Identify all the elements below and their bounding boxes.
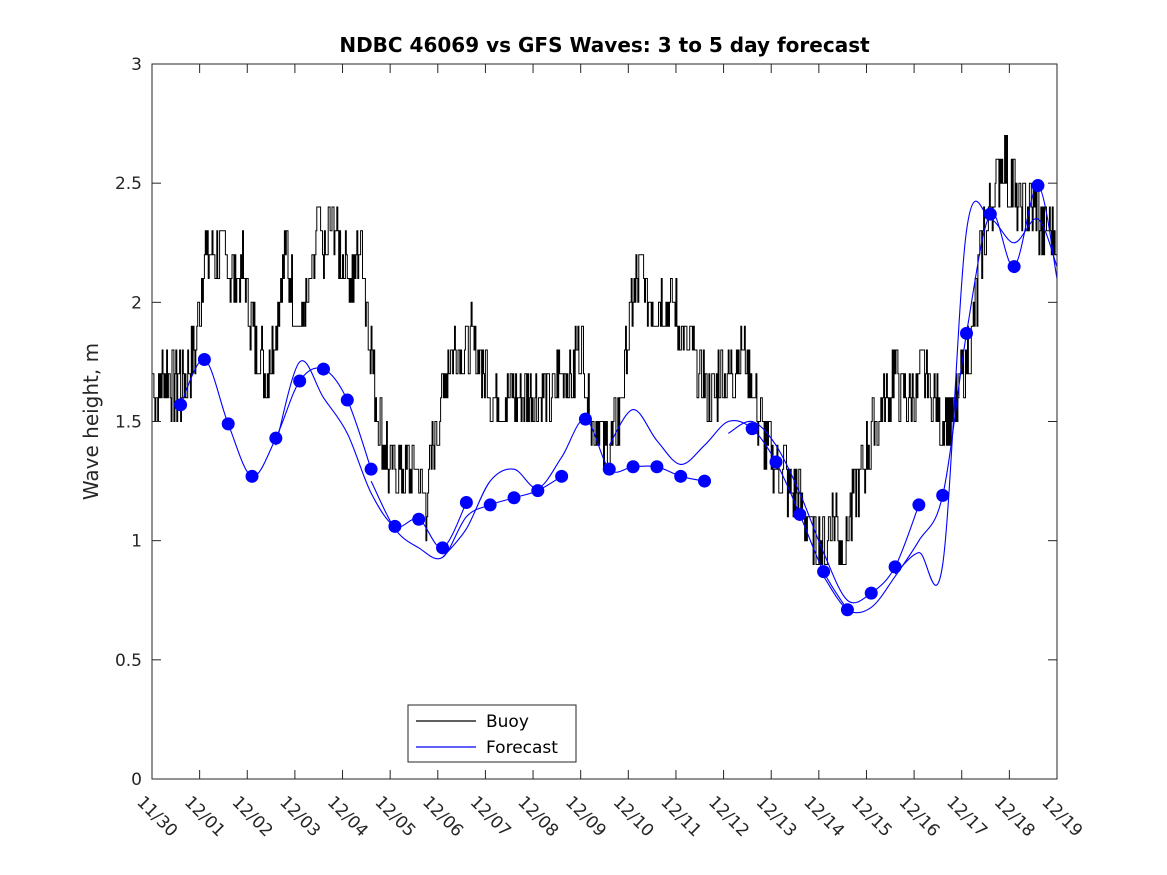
- forecast-line: [894, 200, 1058, 586]
- buoy-series-layer: [152, 135, 1058, 565]
- forecast-marker: [197, 353, 211, 367]
- forecast-marker: [769, 455, 783, 469]
- forecast-marker: [483, 498, 497, 512]
- forecast-marker: [364, 462, 378, 476]
- forecast-line: [823, 184, 1058, 614]
- forecast-marker-layer: [174, 179, 1045, 617]
- forecast-marker: [745, 422, 759, 436]
- forecast-marker: [507, 491, 521, 505]
- forecast-marker: [1031, 179, 1045, 193]
- forecast-line: [728, 420, 920, 604]
- legend-label-forecast: Forecast: [486, 738, 558, 758]
- y-tick-label: 3: [131, 55, 142, 75]
- buoy-line: [152, 135, 1058, 565]
- forecast-marker: [221, 417, 235, 431]
- forecast-marker: [698, 474, 712, 488]
- forecast-marker: [864, 586, 878, 600]
- y-axis-label: Wave height, m: [79, 343, 103, 500]
- forecast-marker: [1007, 260, 1021, 274]
- forecast-marker: [912, 498, 926, 512]
- forecast-marker: [436, 541, 450, 555]
- forecast-marker: [459, 496, 473, 510]
- forecast-marker: [650, 460, 664, 474]
- forecast-marker: [793, 507, 807, 521]
- forecast-marker: [817, 565, 831, 579]
- y-tick-label: 1.5: [115, 413, 142, 433]
- forecast-series-layer: [180, 184, 1058, 614]
- forecast-marker: [388, 519, 402, 533]
- y-tick-label: 0.5: [115, 651, 142, 671]
- forecast-marker: [840, 603, 854, 617]
- y-tick-label: 2: [131, 293, 142, 313]
- legend: Buoy Forecast: [407, 704, 577, 763]
- forecast-line: [370, 475, 562, 560]
- forecast-marker: [174, 398, 188, 412]
- forecast-marker: [340, 393, 354, 407]
- forecast-marker: [960, 326, 973, 340]
- forecast-marker: [316, 362, 330, 376]
- forecast-marker: [412, 512, 426, 526]
- forecast-marker: [936, 488, 950, 502]
- forecast-marker: [602, 462, 616, 476]
- forecast-marker: [555, 469, 569, 483]
- forecast-marker: [578, 412, 592, 426]
- legend-label-buoy: Buoy: [486, 712, 529, 732]
- chart-title: NDBC 46069 vs GFS Waves: 3 to 5 day fore…: [339, 33, 870, 57]
- forecast-marker: [293, 374, 307, 388]
- forecast-marker: [531, 484, 545, 498]
- forecast-marker: [888, 560, 902, 574]
- y-tick-label: 0: [131, 770, 142, 790]
- legend-box: [407, 704, 577, 763]
- forecast-marker: [626, 460, 640, 474]
- forecast-marker: [245, 469, 259, 483]
- forecast-marker: [269, 431, 283, 445]
- forecast-marker: [674, 469, 688, 483]
- forecast-marker: [983, 207, 997, 221]
- forecast-line: [275, 360, 467, 549]
- y-tick-label: 1: [131, 532, 142, 552]
- forecast-line: [608, 409, 848, 611]
- y-tick-label: 2.5: [115, 174, 142, 194]
